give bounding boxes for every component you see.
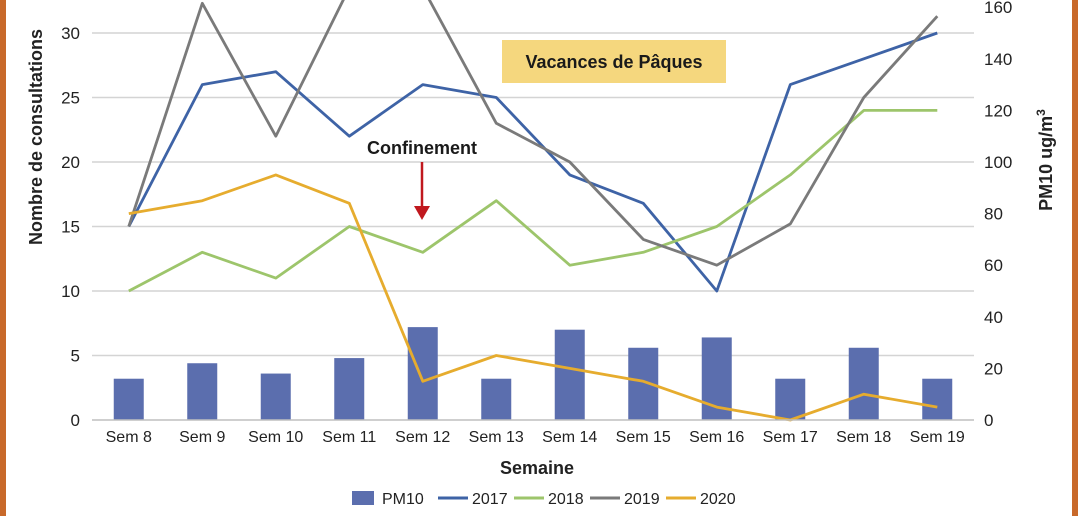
y-right-tick-label: 140: [984, 50, 1012, 69]
vacances-label-box: [502, 40, 726, 83]
confinement-label: Confinement: [367, 138, 477, 158]
y-right-tick-label: 20: [984, 359, 1003, 378]
y-right-tick-label: 100: [984, 153, 1012, 172]
x-tick-label: Sem 16: [689, 429, 744, 446]
y-right-title: PM10 ug/m3: [1034, 109, 1056, 211]
series-line-2017: [127, 31, 938, 293]
legend-label-2020: 2020: [700, 491, 736, 508]
confinement-arrow-icon: [414, 206, 430, 220]
axes: 0 5 10 15 20 25 30 0 20 40 60 80 100 120 140 160 Sem 8 Se…: [61, 0, 1012, 446]
legend-label-2018: 2018: [548, 491, 584, 508]
series-line-2018: [128, 109, 938, 293]
pm10-bars: [113, 327, 953, 420]
pm10-bar: [922, 378, 953, 420]
x-tick-label: Sem 9: [179, 429, 225, 446]
vacances-label: Vacances de Pâques: [525, 52, 702, 72]
legend: PM10 2017 2018 2019 2020: [352, 491, 736, 508]
x-tick-label: Sem 11: [322, 429, 376, 446]
x-tick-label: Sem 18: [836, 429, 891, 446]
y-left-tick-label: 10: [61, 282, 80, 301]
legend-label-2017: 2017: [472, 491, 508, 508]
series-line-2020: [128, 173, 938, 422]
x-tick-label: Sem 12: [395, 429, 450, 446]
x-tick-label: Sem 15: [616, 429, 671, 446]
y-right-title-text: PM10 ug/m: [1036, 116, 1056, 211]
x-tick-label: Sem 8: [106, 429, 152, 446]
pm10-bar: [554, 329, 585, 420]
pm10-bar: [848, 347, 879, 420]
y-left-tick-label: 15: [61, 218, 80, 237]
x-axis-title: Semaine: [500, 458, 574, 478]
pm10-bar: [407, 327, 438, 420]
pm10-bar: [775, 378, 806, 420]
y-right-tick-label: 120: [984, 101, 1012, 120]
y-right-tick-label: 80: [984, 205, 1003, 224]
y-left-tick-label: 25: [61, 89, 80, 108]
y-right-tick-label: 60: [984, 256, 1003, 275]
y-right-tick-label: 40: [984, 308, 1003, 327]
left-border: [0, 0, 6, 516]
x-tick-label: Sem 17: [763, 429, 818, 446]
series-lines: [127, 0, 939, 422]
pm10-bar: [113, 378, 144, 420]
y-right-tick-label: 0: [984, 411, 993, 430]
legend-label-2019: 2019: [624, 491, 660, 508]
legend-label-pm10: PM10: [382, 491, 424, 508]
pm10-bar: [481, 378, 512, 420]
y-left-title: Nombre de consultations: [26, 29, 46, 245]
series-line-2019: [127, 0, 939, 267]
x-tick-label: Sem 14: [542, 429, 597, 446]
legend-swatch-pm10: [352, 491, 374, 505]
y-left-tick-label: 20: [61, 153, 80, 172]
pm10-bar: [260, 373, 291, 420]
y-left-tick-label: 0: [71, 411, 80, 430]
x-tick-label: Sem 10: [248, 429, 303, 446]
x-tick-label: Sem 13: [469, 429, 524, 446]
y-right-tick-label: 160: [984, 0, 1012, 17]
x-tick-label: Sem 19: [910, 429, 965, 446]
y-left-tick-label: 30: [61, 24, 80, 43]
pm10-bar: [334, 358, 365, 420]
pm10-bar: [187, 363, 218, 420]
y-right-title-sup: 3: [1034, 109, 1048, 116]
y-left-tick-label: 5: [71, 347, 80, 366]
right-border: [1072, 0, 1078, 516]
